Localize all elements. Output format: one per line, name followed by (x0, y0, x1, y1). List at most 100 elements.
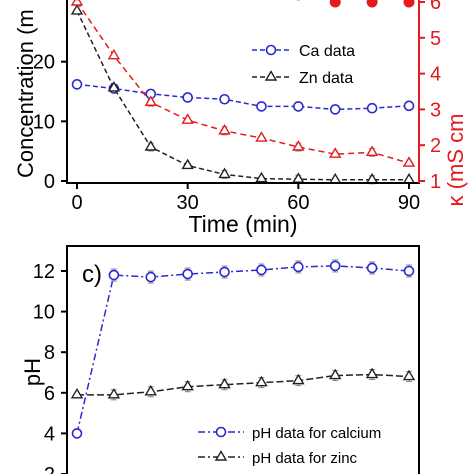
top-y-axis-label: Concentration (m (13, 9, 38, 178)
top-series-3-point (329, 0, 341, 8)
legend-item-ca: Ca data (252, 43, 355, 60)
top-series-1-point (218, 167, 231, 179)
bottom-series-0-point (403, 265, 415, 277)
top-series-marks (70, 0, 416, 185)
bottom-y-tick-label: 2 (44, 464, 55, 474)
top-series-2-point (402, 156, 416, 167)
legend-label-ph-zinc: pH data for zinc (252, 450, 358, 467)
top-x-ticks: 0 30 60 90 (71, 183, 420, 214)
top-series-1-point (255, 171, 268, 183)
top-series-1-point (365, 172, 379, 184)
top-series-0-point (219, 93, 230, 105)
top-series-1-point (292, 172, 305, 183)
top-x-axis-label: Time (min) (188, 211, 297, 237)
legend-item-zn: Zn data (252, 70, 353, 87)
bottom-series-0-point (145, 271, 157, 283)
top-series-0-point (366, 102, 378, 114)
top-y2-tick-label: 6 (430, 0, 441, 14)
top-y-tick-label: 0 (44, 171, 55, 193)
top-series-2-line (76, 1, 410, 164)
top-y-tick-label: 20 (33, 52, 55, 74)
bottom-series-1-line (77, 373, 410, 396)
bottom-series-0-point (256, 264, 267, 276)
top-series-1-point (70, 4, 84, 15)
top-x-tick-label: 90 (398, 192, 420, 214)
top-series-1-point (328, 172, 342, 184)
top-x-tick-label: 0 (71, 192, 82, 214)
top-y-tick-label: 10 (33, 111, 55, 133)
top-series-1-point (181, 158, 194, 170)
top-y2-tick-label: 3 (430, 99, 441, 121)
top-series-2-point (218, 123, 231, 135)
top-y2-tick-label: 2 (430, 135, 441, 157)
top-series-1-line (76, 10, 409, 181)
top-series-2-point (181, 113, 194, 124)
top-series-2-point (107, 48, 121, 60)
top-series-0-point (293, 101, 304, 112)
top-legend: Ca data Zn data (252, 43, 355, 87)
bottom-series-1-point (292, 373, 305, 385)
bottom-series-0-point (108, 269, 120, 281)
panel-label-c: c) (82, 261, 102, 288)
legend-item-ph-calcium: pH data for calcium (198, 425, 381, 442)
bottom-y-tick-label: 4 (44, 423, 55, 445)
bottom-series-0-point (366, 262, 378, 274)
bottom-series-0-point (329, 260, 341, 272)
bottom-series-1-point (402, 369, 416, 381)
concentration-conductivity-panel: 0 30 60 90 0 10 20 1 2 3 4 5 6 Time (min) Concentr… (13, 0, 468, 237)
bottom-y-axis-label: pH (20, 358, 45, 386)
legend-item-ph-zinc: pH data for zinc (198, 450, 358, 467)
top-series-2-point (70, 0, 84, 6)
bottom-series-1-point (144, 384, 158, 396)
bottom-series-0-point (182, 268, 193, 280)
legend-label-ca: Ca data (299, 43, 355, 60)
bottom-series-1-point (70, 387, 84, 399)
top-y2-tick-label: 5 (430, 28, 441, 50)
bottom-series-marks (70, 259, 416, 439)
ph-panel: 2 4 6 8 10 12 c) pH pH data for calcium pH da… (20, 245, 420, 474)
top-series-1-point (107, 81, 121, 92)
top-y2-tick-label: 4 (430, 64, 441, 86)
top-y2-axis-label: κ (mS cm (443, 114, 468, 207)
bottom-y-tick-label: 12 (33, 261, 55, 283)
top-series-0-point (256, 101, 267, 112)
top-series-2-point (365, 145, 379, 157)
top-series-0-line (76, 83, 410, 111)
top-series-2-point (292, 140, 305, 151)
bottom-y-ticks: 2 4 6 8 10 12 (33, 261, 67, 474)
top-x-tick-label: 30 (177, 192, 199, 214)
bottom-series-1-point (255, 375, 268, 387)
bottom-series-1-point (107, 387, 121, 399)
top-series-0-point (182, 92, 193, 103)
top-series-1-point (144, 140, 158, 151)
bottom-y-tick-label: 8 (44, 342, 55, 364)
bottom-series-0-point (293, 261, 304, 273)
top-series-2-point (144, 95, 158, 106)
bottom-y-tick-label: 10 (33, 302, 55, 324)
bottom-series-0-point (71, 428, 83, 439)
top-series-0-point (329, 104, 341, 115)
bottom-series-1-point (365, 367, 379, 379)
top-series-3-point (403, 0, 415, 8)
legend-label-zn: Zn data (299, 70, 353, 87)
top-series-3-point (366, 0, 378, 8)
top-y-ticks: 0 10 20 (33, 52, 67, 193)
top-y2-ticks: 1 2 3 4 5 6 (419, 0, 441, 193)
top-series-2-point (255, 131, 268, 142)
bottom-series-1-point (328, 368, 342, 380)
top-series-0-point (403, 100, 415, 112)
bottom-y-tick-label: 6 (44, 383, 55, 405)
top-y2-tick-label: 1 (430, 171, 441, 193)
bottom-series-0-line (76, 265, 410, 434)
bottom-series-1-point (218, 377, 231, 389)
top-series-0-point (71, 79, 83, 90)
legend-label-ph-calcium: pH data for calcium (252, 425, 381, 442)
bottom-series-1-point (181, 379, 194, 391)
top-series-2-point (328, 147, 342, 158)
top-x-tick-label: 60 (287, 192, 309, 214)
top-series-1-point (402, 172, 416, 184)
bottom-legend: pH data for calcium pH data for zinc (198, 425, 381, 467)
bottom-plot-frame (66, 245, 420, 474)
bottom-series-0-point (219, 266, 230, 278)
